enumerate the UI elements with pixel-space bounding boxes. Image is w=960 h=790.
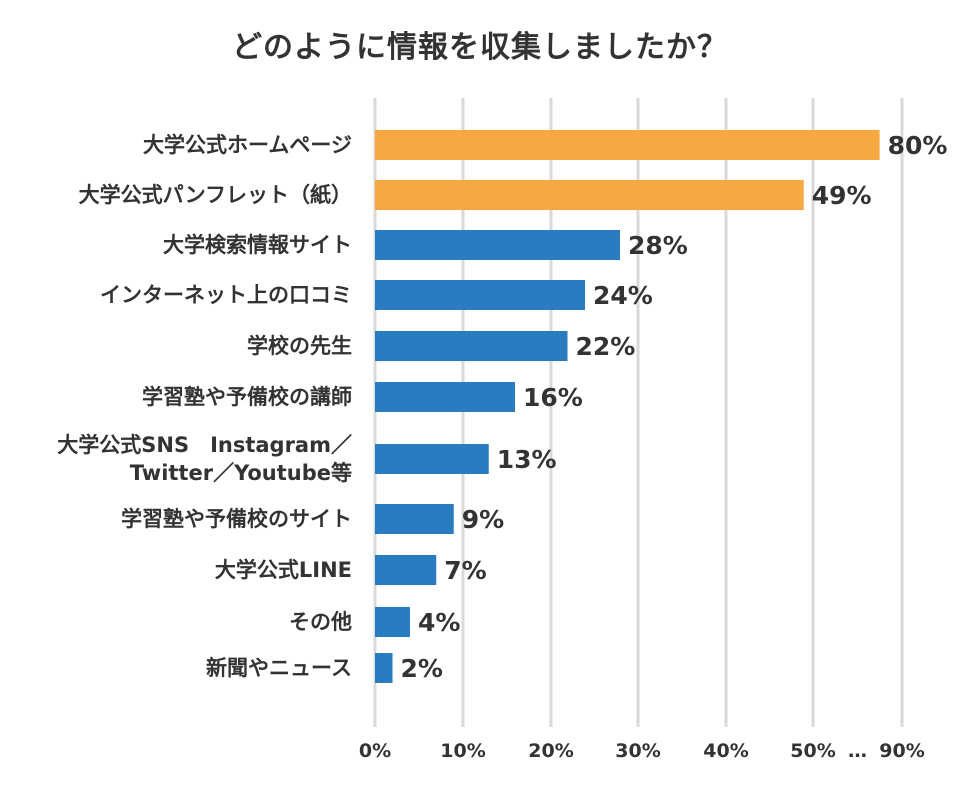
- category-label-6-line-0: 大学公式SNS Instagram／: [57, 433, 352, 457]
- bar-0: [375, 130, 880, 160]
- category-label-6-line-1: Twitter／Youtube等: [130, 461, 352, 485]
- value-label-4: 22%: [576, 332, 636, 361]
- category-label-5: 学習塾や予備校の講師: [142, 385, 352, 409]
- bar-3: [375, 280, 585, 310]
- value-label-3: 24%: [593, 281, 653, 310]
- value-label-7: 9%: [462, 505, 504, 534]
- bar-8: [375, 555, 437, 585]
- value-label-9: 4%: [418, 608, 460, 637]
- bar-4: [375, 331, 568, 361]
- labels: 80% 大学公式ホームページ 49% 大学公式パンフレット（紙） 28% 大学検索情報サイ…: [57, 131, 947, 683]
- category-label-2: 大学検索情報サイト: [163, 233, 352, 257]
- value-label-1: 49%: [812, 181, 872, 210]
- x-axis-ticks: 0% 10% 20% 30% 40% 50% 90% …: [359, 740, 925, 762]
- chart-title: どのように情報を収集しましたか？: [232, 30, 728, 65]
- category-label-4: 学校の先生: [247, 334, 352, 358]
- bar-2: [375, 230, 620, 260]
- value-label-8: 7%: [444, 556, 486, 585]
- value-label-2: 28%: [628, 231, 688, 260]
- category-label-3: インターネット上の口コミ: [100, 283, 352, 307]
- bar-10: [375, 653, 393, 683]
- bar-7: [375, 504, 454, 534]
- bar-9: [375, 607, 410, 637]
- value-label-5: 16%: [523, 383, 583, 412]
- bar-1: [375, 180, 804, 210]
- value-label-10: 2%: [401, 654, 443, 683]
- axis-break-ellipsis: …: [848, 740, 867, 762]
- tick-label-0: 0%: [359, 740, 391, 762]
- bars: [375, 130, 880, 683]
- category-label-10: 新聞やニュース: [206, 656, 352, 680]
- category-label-9: その他: [289, 610, 352, 634]
- tick-label-20: 20%: [528, 740, 573, 762]
- bar-5: [375, 382, 515, 412]
- tick-label-50: 50%: [790, 740, 835, 762]
- category-label-1: 大学公式パンフレット（紙）: [79, 183, 352, 207]
- tick-label-30: 30%: [615, 740, 660, 762]
- category-label-7: 学習塾や予備校のサイト: [121, 507, 352, 531]
- tick-label-40: 40%: [703, 740, 748, 762]
- bar-6: [375, 444, 489, 474]
- value-label-6: 13%: [497, 445, 557, 474]
- category-label-0: 大学公式ホームページ: [143, 133, 352, 157]
- value-label-0: 80%: [888, 131, 948, 160]
- tick-label-90: 90%: [879, 740, 924, 762]
- category-label-8: 大学公式LINE: [215, 558, 352, 582]
- tick-label-10: 10%: [440, 740, 485, 762]
